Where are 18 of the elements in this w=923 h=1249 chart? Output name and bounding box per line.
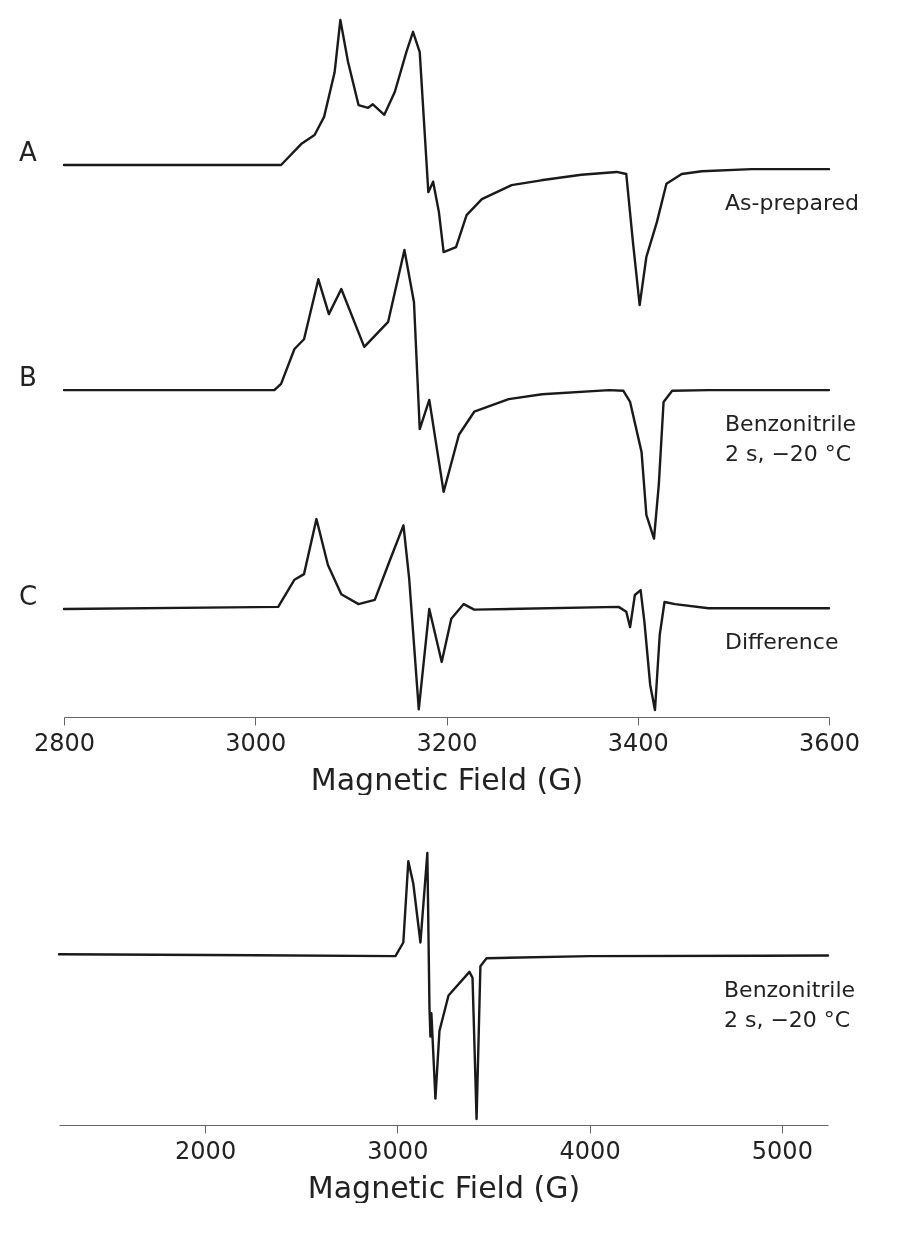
text: B (19, 362, 37, 393)
x-tick-label: 2800 (33, 728, 96, 757)
series-label: Benzonitrile 2 s, −20 °C (725, 411, 857, 467)
x-tick-label: 3200 (416, 728, 478, 757)
x-tick-label: 3000 (225, 728, 287, 757)
text: A (19, 136, 38, 167)
x-tick-label: 4000 (559, 1136, 621, 1165)
series-label: As-prepared (725, 190, 860, 216)
x-tick-label: 3000 (367, 1136, 429, 1165)
x-tick-label: 3600 (798, 728, 861, 757)
x-axis-title: Magnetic Field (G) (310, 761, 584, 797)
x-tick-label: 3400 (607, 728, 669, 757)
x-axis-title: Magnetic Field (G) (307, 1169, 581, 1205)
text: C (18, 580, 38, 611)
x-tick-label: 2000 (175, 1136, 237, 1165)
x-tick-label: 5000 (751, 1136, 813, 1165)
series-label: Difference (725, 629, 839, 655)
series-label: Benzonitrile 2 s, −20 °C (724, 976, 856, 1032)
